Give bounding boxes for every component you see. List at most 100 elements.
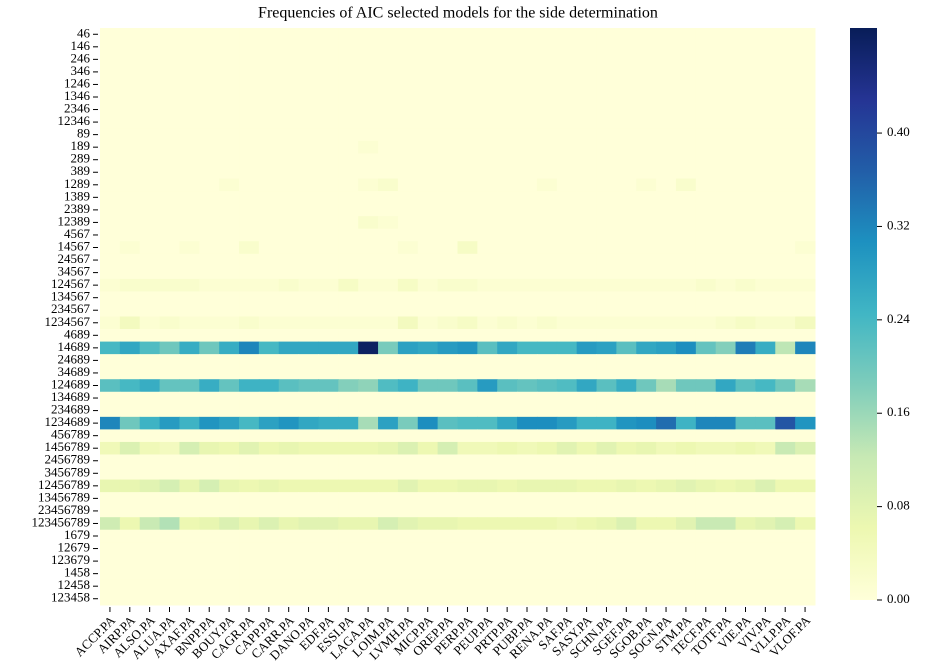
heatmap-cell xyxy=(656,592,677,606)
heatmap-cell xyxy=(735,153,756,167)
heatmap-cell xyxy=(715,329,737,343)
heatmap-cell xyxy=(675,103,697,117)
heatmap-cell xyxy=(517,65,538,79)
heatmap-cell xyxy=(556,504,578,518)
heatmap-cell xyxy=(358,529,379,543)
heatmap-cell xyxy=(497,354,518,368)
heatmap-cell xyxy=(656,441,677,455)
heatmap-cell xyxy=(497,366,518,380)
heatmap-cell xyxy=(517,554,538,568)
heatmap-cell xyxy=(139,241,161,255)
heatmap-cell xyxy=(656,379,677,393)
heatmap-cell xyxy=(556,65,578,79)
heatmap-cell xyxy=(179,278,200,292)
heatmap-cell xyxy=(318,203,339,217)
heatmap-cell xyxy=(338,341,359,355)
heatmap-cell xyxy=(755,479,776,493)
y-tick-label: 89 xyxy=(77,126,90,141)
heatmap-cell xyxy=(179,241,200,255)
heatmap-cell xyxy=(239,140,260,154)
heatmap-cell xyxy=(616,391,637,405)
heatmap-cell xyxy=(596,140,617,154)
heatmap-cell xyxy=(338,178,359,192)
heatmap-cell xyxy=(239,366,260,380)
heatmap-cell xyxy=(119,454,141,468)
heatmap-cell xyxy=(258,103,280,117)
heatmap-cell xyxy=(437,404,458,418)
heatmap-cell xyxy=(338,65,359,79)
heatmap-cell xyxy=(477,278,498,292)
heatmap-cell xyxy=(536,140,558,154)
heatmap-cell xyxy=(517,341,538,355)
heatmap-cell xyxy=(417,542,439,556)
heatmap-cell xyxy=(695,429,717,443)
heatmap-cell xyxy=(159,216,180,230)
heatmap-cell xyxy=(536,228,558,242)
heatmap-cell xyxy=(576,429,598,443)
heatmap-cell xyxy=(199,153,220,167)
heatmap-cell xyxy=(497,216,518,230)
heatmap-cell xyxy=(616,329,637,343)
heatmap-cell xyxy=(517,303,538,317)
colorbar-tick-label: 0.16 xyxy=(887,404,910,419)
heatmap-cell xyxy=(596,165,617,180)
heatmap-cell xyxy=(358,278,379,292)
heatmap-cell xyxy=(596,454,617,468)
heatmap-cell xyxy=(179,329,200,343)
heatmap-cell xyxy=(338,329,359,343)
heatmap-cell xyxy=(477,90,498,104)
heatmap-cell xyxy=(616,191,637,205)
heatmap-cell xyxy=(755,28,776,42)
heatmap-cell xyxy=(318,504,339,518)
heatmap-cell xyxy=(795,53,816,67)
heatmap-cell xyxy=(119,266,141,280)
heatmap-cell xyxy=(556,203,578,217)
heatmap-cell xyxy=(656,416,677,430)
heatmap-cell xyxy=(119,165,141,180)
heatmap-cell xyxy=(636,253,657,267)
heatmap-cell xyxy=(695,191,717,205)
heatmap-cell xyxy=(735,429,756,443)
heatmap-cell xyxy=(735,78,756,92)
heatmap-cell xyxy=(437,128,458,142)
heatmap-cell xyxy=(437,266,458,280)
heatmap-cell xyxy=(497,554,518,568)
heatmap-cell xyxy=(477,579,498,593)
heatmap-cell xyxy=(616,467,637,481)
heatmap-cell xyxy=(298,178,319,192)
heatmap-cell xyxy=(576,228,598,242)
heatmap-cell xyxy=(556,391,578,405)
heatmap-cell xyxy=(159,429,180,443)
heatmap-cell xyxy=(755,78,776,92)
heatmap-cell xyxy=(775,567,796,581)
heatmap-cell xyxy=(258,303,280,317)
heatmap-cell xyxy=(139,203,161,217)
heatmap-cell xyxy=(100,404,121,418)
heatmap-cell xyxy=(278,391,300,405)
heatmap-cell xyxy=(100,391,121,405)
heatmap-cell xyxy=(159,592,180,606)
heatmap-cell xyxy=(397,542,419,556)
heatmap-cell xyxy=(795,592,816,606)
heatmap-cell xyxy=(556,366,578,380)
heatmap-cell xyxy=(318,379,339,393)
heatmap-cell xyxy=(100,529,121,543)
heatmap-cell xyxy=(338,404,359,418)
heatmap-cell xyxy=(219,416,240,430)
heatmap-cell xyxy=(298,354,319,368)
heatmap-cell xyxy=(139,278,161,292)
heatmap-cell xyxy=(477,140,498,154)
heatmap-cell xyxy=(775,454,796,468)
heatmap-cell xyxy=(199,253,220,267)
heatmap-cell xyxy=(139,191,161,205)
heatmap-cell xyxy=(656,579,677,593)
heatmap-cell xyxy=(219,90,240,104)
heatmap-cell xyxy=(556,115,578,129)
heatmap-cell xyxy=(715,391,737,405)
heatmap-cell xyxy=(576,241,598,255)
heatmap-cell xyxy=(457,65,478,79)
heatmap-cell xyxy=(656,241,677,255)
heatmap-cell xyxy=(397,592,419,606)
heatmap-cell xyxy=(616,454,637,468)
heatmap-cell xyxy=(358,404,379,418)
